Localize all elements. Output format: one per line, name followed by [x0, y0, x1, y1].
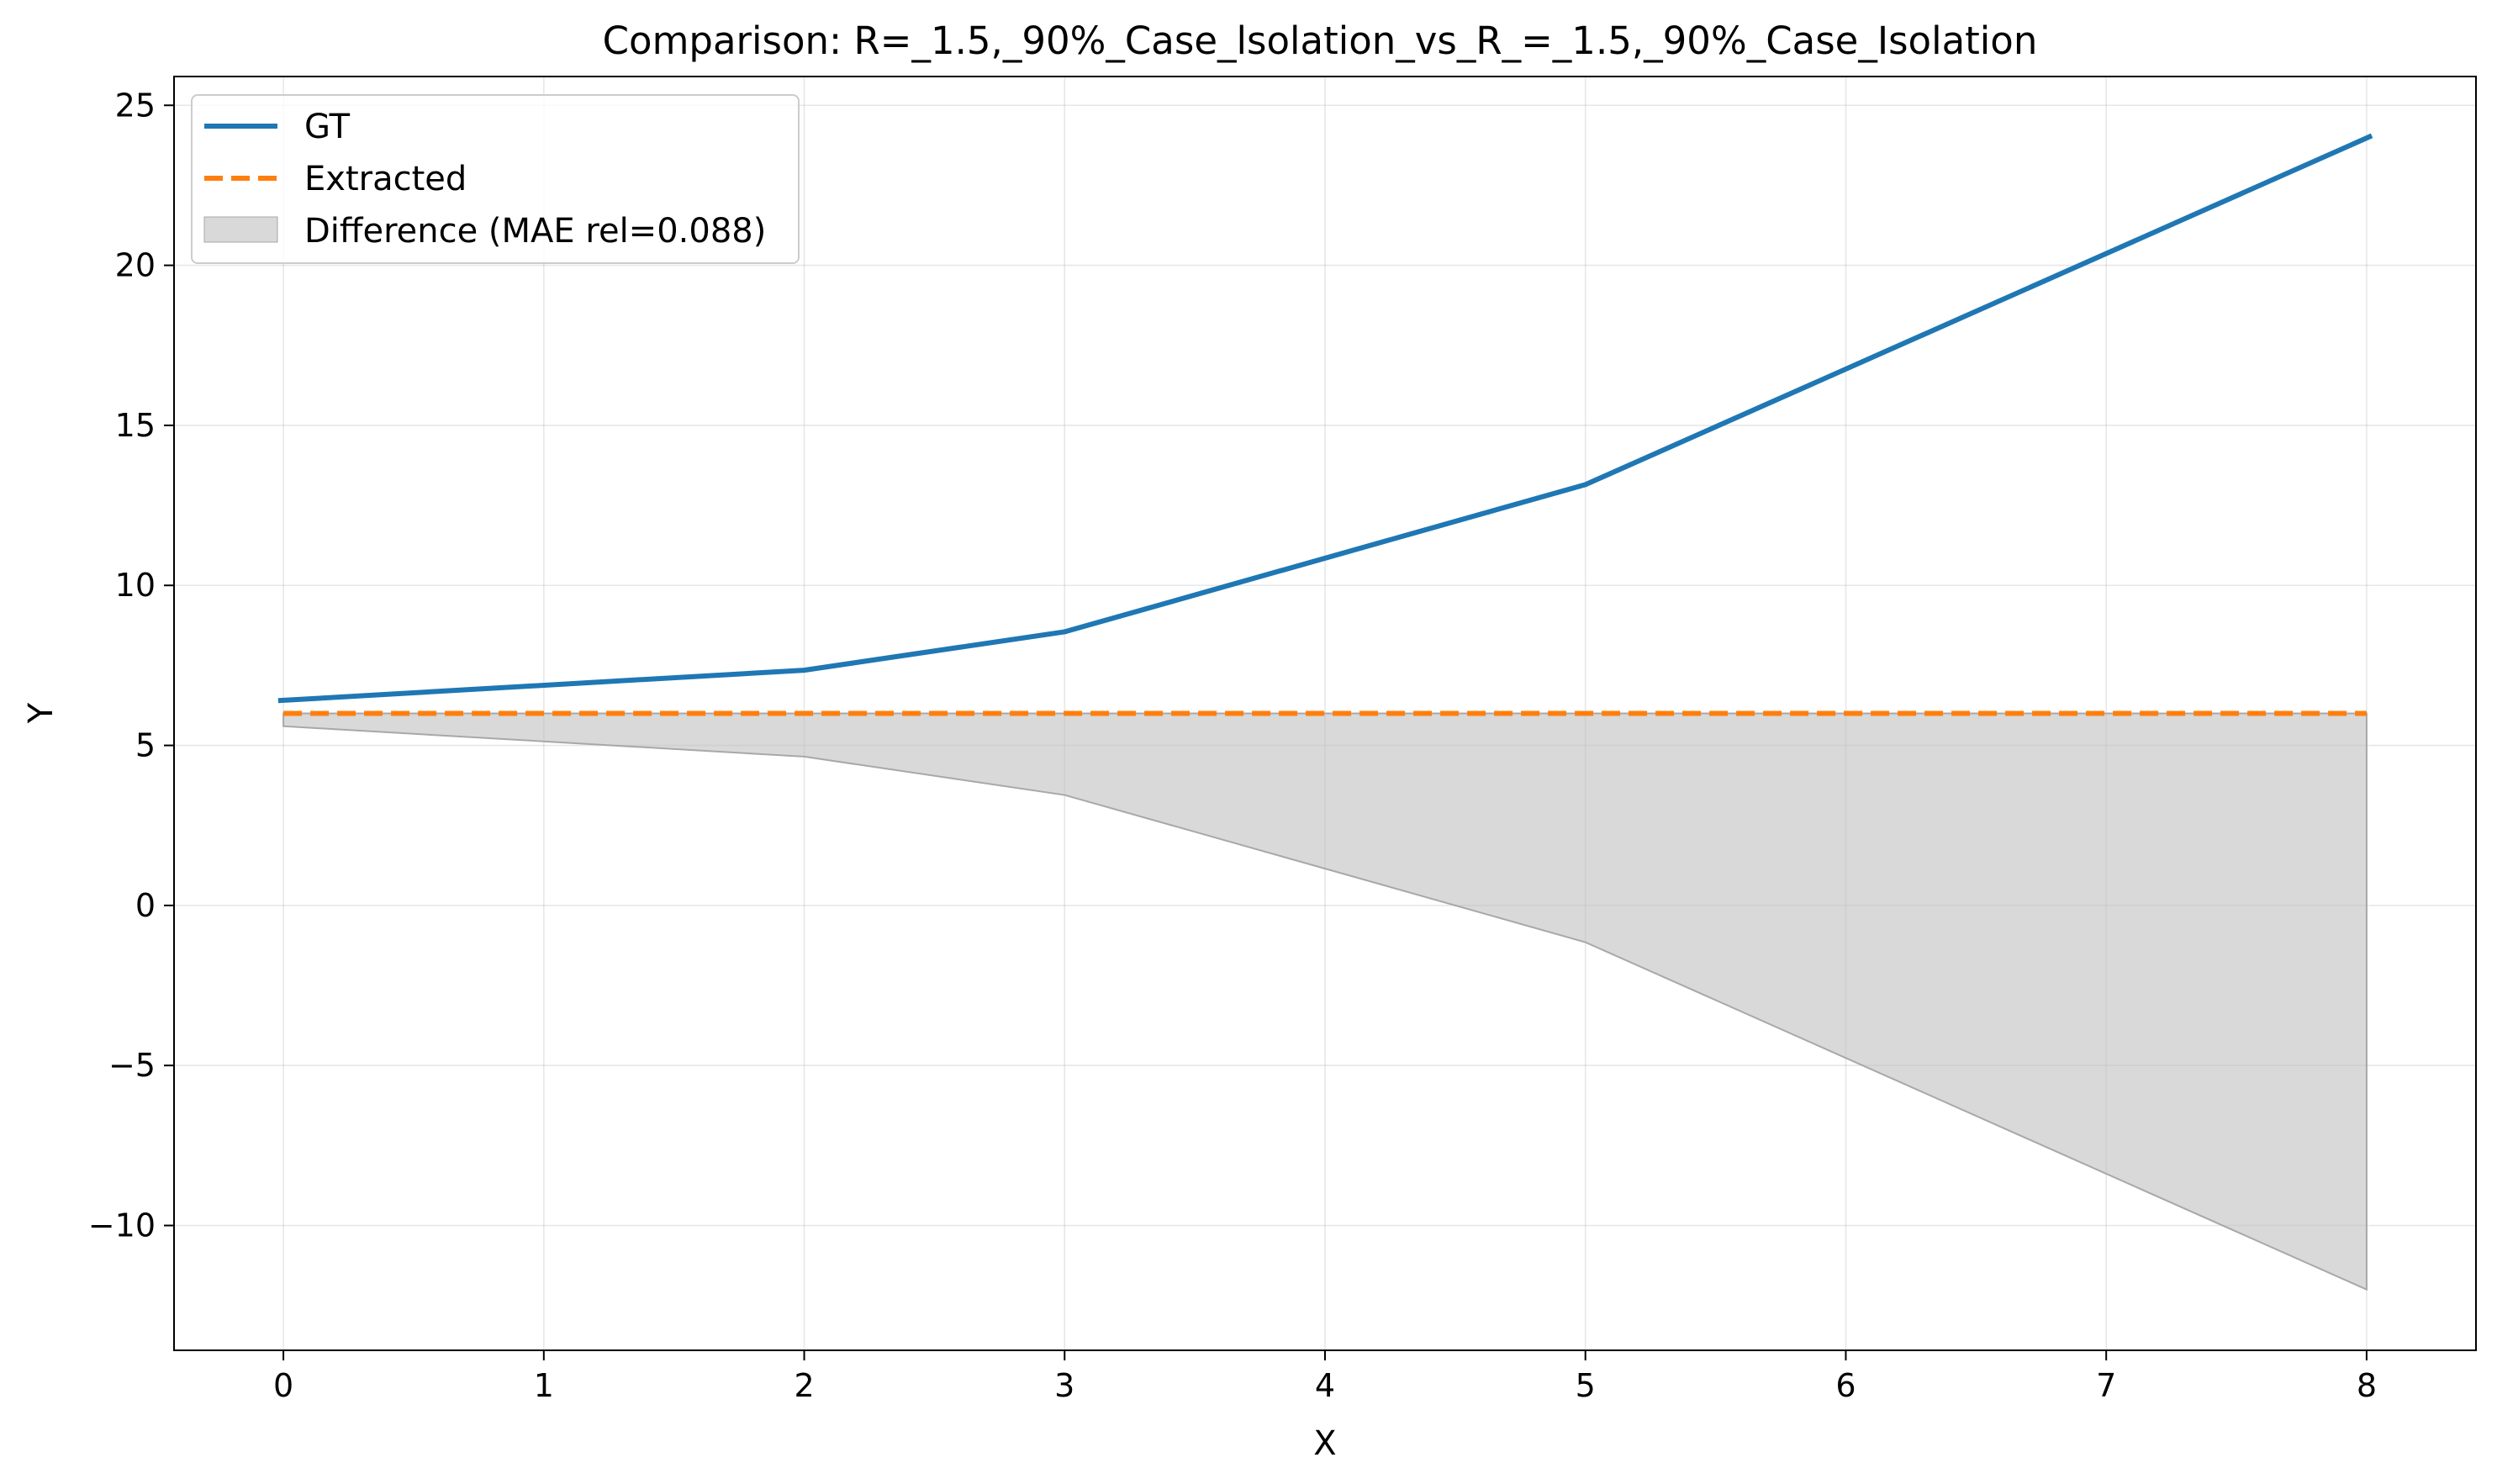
- x-tick-label: 2: [794, 1367, 814, 1404]
- gt-series-line: [277, 133, 2373, 704]
- y-tick-label: −5: [108, 1047, 156, 1084]
- y-tick-label: 25: [115, 87, 156, 124]
- legend-box: [191, 94, 800, 264]
- difference-area-layer: [282, 712, 2368, 1291]
- y-tick-label: 10: [115, 567, 156, 604]
- x-tick-label: 1: [534, 1367, 554, 1404]
- y-tick-label: 20: [115, 247, 156, 284]
- x-tick-label: 6: [1835, 1367, 1856, 1404]
- x-axis-ticks: 0 1 2 3 4 5 6 7 8: [273, 1350, 2377, 1404]
- y-tick-label: 15: [115, 407, 156, 444]
- difference-area: [282, 712, 2368, 1291]
- legend: GT Extracted Difference (MAE rel=0.088): [191, 94, 800, 264]
- x-axis-label: X: [1313, 1424, 1336, 1463]
- x-tick-label: 7: [2096, 1367, 2116, 1404]
- y-tick-label: 0: [135, 887, 156, 924]
- legend-difference-swatch: [203, 216, 278, 243]
- chart-title: Comparison: R=_1.5,_90%_Case_lsolation_v…: [603, 18, 2038, 63]
- series-layer: [277, 133, 2373, 716]
- legend-gt-label: GT: [304, 108, 351, 146]
- y-axis-label: Y: [22, 702, 61, 724]
- x-tick-label: 4: [1315, 1367, 1335, 1404]
- x-tick-label: 0: [273, 1367, 293, 1404]
- y-axis-ticks: −10 −5 0 5 10 15 20 25: [88, 87, 174, 1244]
- x-tick-label: 8: [2357, 1367, 2377, 1404]
- y-tick-label: 5: [135, 727, 156, 764]
- legend-difference-label: Difference (MAE rel=0.088): [304, 212, 766, 251]
- y-tick-label: −10: [88, 1207, 156, 1244]
- legend-extracted-label: Extracted: [304, 160, 467, 198]
- x-tick-label: 5: [1576, 1367, 1596, 1404]
- x-tick-label: 3: [1054, 1367, 1074, 1404]
